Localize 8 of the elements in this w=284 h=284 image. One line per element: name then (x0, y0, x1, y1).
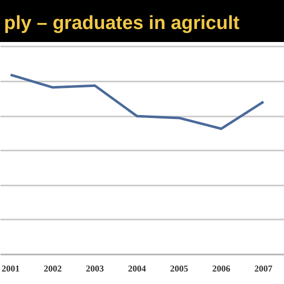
chart-title: ply – graduates in agricult (3, 12, 240, 36)
x-tick-label: 2007 (254, 264, 273, 274)
x-tick-label: 2001 (2, 264, 20, 274)
x-tick-label: 2002 (44, 264, 62, 274)
x-tick-label: 2003 (86, 264, 104, 274)
x-tick-label: 2005 (170, 264, 189, 274)
x-tick-label: 2004 (128, 264, 147, 274)
x-tick-label: 2006 (212, 264, 231, 274)
